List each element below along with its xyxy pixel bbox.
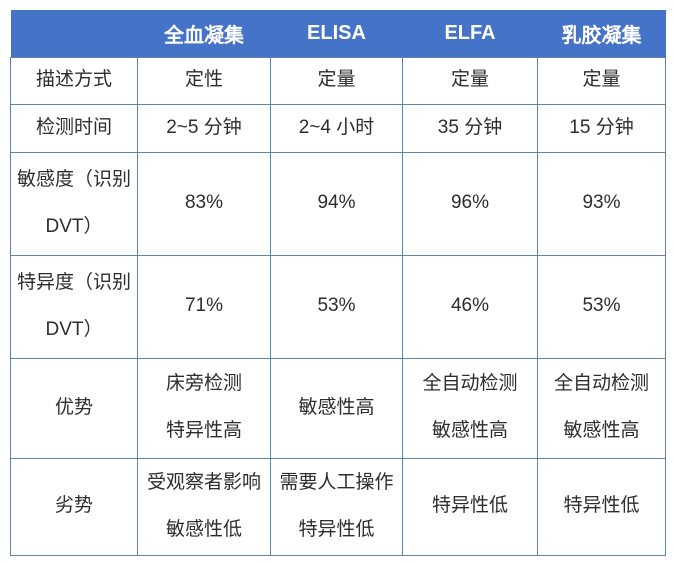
- table-cell: 全自动检测 敏感性高: [537, 357, 666, 459]
- cell-line: 敏感性高: [298, 396, 375, 418]
- row-label: 检测时间: [10, 103, 138, 153]
- cell-line: 检测时间: [35, 116, 112, 138]
- cell-line: 敏感性高: [431, 420, 508, 441]
- cell-line: 全自动检测: [553, 373, 649, 395]
- cell-line: DVT）: [45, 318, 103, 340]
- table-cell: 受观察者影响 敏感性低: [137, 457, 271, 556]
- cell-line: 定性: [184, 69, 223, 91]
- table-cell: 83%: [137, 151, 271, 256]
- table-cell: 2~4 小时: [270, 103, 403, 153]
- table-cell: 15 分钟: [537, 103, 666, 153]
- cell-line: 2~5 分钟: [166, 116, 242, 138]
- cell-line: 受观察者影响: [146, 471, 261, 493]
- cell-line: 全自动检测: [422, 373, 518, 395]
- cell-line: 需要人工操作: [279, 471, 394, 493]
- cell-line: 46%: [450, 295, 490, 317]
- cell-line: 96%: [450, 192, 490, 214]
- table-row: 敏感度（识别 DVT） 83% 94% 96% 93%: [10, 151, 666, 256]
- table-cell: 敏感性高: [270, 357, 403, 459]
- table-cell: 53%: [537, 254, 666, 359]
- cell-line: 床旁检测: [165, 373, 242, 395]
- table-cell: 35 分钟: [402, 103, 538, 153]
- cell-line: 35 分钟: [437, 116, 503, 138]
- cell-line: 敏感性高: [563, 420, 640, 441]
- row-label: 特异度（识别 DVT）: [10, 254, 138, 359]
- cell-line: 53%: [317, 295, 356, 317]
- table-row: 描述方式 定性 定量 定量 定量: [10, 56, 666, 105]
- table-row: 特异度（识别 DVT） 71% 53% 46% 53%: [10, 254, 666, 359]
- table-cell: 特异性低: [537, 457, 666, 556]
- table-row: 检测时间 2~5 分钟 2~4 小时 35 分钟 15 分钟: [10, 103, 666, 153]
- table-cell: 定量: [537, 56, 666, 105]
- comparison-table: 全血凝集 ELISA ELFA 乳胶凝集 描述方式 定性 定量 定量 定量检测时间 2~5 分钟…: [10, 10, 666, 556]
- table-cell: 定性: [137, 56, 271, 105]
- cell-line: 敏感度（识别: [16, 168, 131, 190]
- column-header: ELFA: [402, 10, 538, 57]
- table-cell: 94%: [270, 151, 403, 256]
- table-cell: 93%: [537, 151, 666, 256]
- cell-line: 特异性低: [563, 495, 640, 517]
- table-row: 劣势 受观察者影响 敏感性低 需要人工操作 特异性低 特异性低 特异性低: [10, 457, 666, 556]
- cell-line: 劣势: [54, 495, 93, 517]
- row-label: 劣势: [10, 457, 138, 556]
- table-body: 描述方式 定性 定量 定量 定量检测时间 2~5 分钟 2~4 小时 35 分钟 15 分钟敏感…: [10, 56, 666, 556]
- column-header: 乳胶凝集: [537, 10, 666, 57]
- cell-line: 53%: [582, 295, 621, 317]
- cell-line: 特异性低: [298, 518, 375, 540]
- cell-line: 定量: [450, 69, 489, 91]
- cell-line: 特异性低: [431, 495, 508, 517]
- cell-line: 优势: [54, 396, 93, 418]
- cell-line: 描述方式: [35, 69, 112, 91]
- cell-line: 83%: [184, 192, 224, 214]
- cell-line: 定量: [317, 69, 356, 91]
- column-header: ELISA: [270, 10, 403, 57]
- table-cell: 53%: [270, 254, 403, 359]
- table-cell: 定量: [402, 56, 538, 105]
- table-cell: 46%: [402, 254, 538, 359]
- table-cell: 71%: [137, 254, 271, 359]
- header-row: 全血凝集 ELISA ELFA 乳胶凝集: [10, 10, 666, 57]
- cell-line: 定量: [582, 69, 621, 91]
- cell-line: DVT）: [45, 215, 103, 237]
- row-label: 敏感度（识别 DVT）: [10, 151, 138, 256]
- table-cell: 需要人工操作 特异性低: [270, 457, 403, 556]
- table-row: 优势 床旁检测 特异性高 敏感性高 全自动检测 敏感性高 全自动检测 敏感性高: [10, 357, 666, 459]
- cell-line: 特异性高: [165, 420, 242, 441]
- cell-line: 2~4 小时: [298, 116, 375, 138]
- table-cell: 全自动检测 敏感性高: [402, 357, 538, 459]
- column-header: 全血凝集: [137, 10, 271, 57]
- table-cell: 2~5 分钟: [137, 103, 271, 153]
- cell-line: 71%: [184, 295, 224, 317]
- cell-line: 15 分钟: [569, 116, 634, 138]
- cell-line: 94%: [317, 192, 356, 214]
- table-cell: 定量: [270, 56, 403, 105]
- column-header: [10, 10, 138, 57]
- cell-line: 特异度（识别: [16, 271, 131, 293]
- row-label: 描述方式: [10, 56, 138, 105]
- table-cell: 96%: [402, 151, 538, 256]
- cell-line: 93%: [582, 192, 621, 214]
- table-cell: 特异性低: [402, 457, 538, 556]
- table-cell: 床旁检测 特异性高: [137, 357, 271, 459]
- cell-line: 敏感性低: [165, 518, 242, 540]
- row-label: 优势: [10, 357, 138, 459]
